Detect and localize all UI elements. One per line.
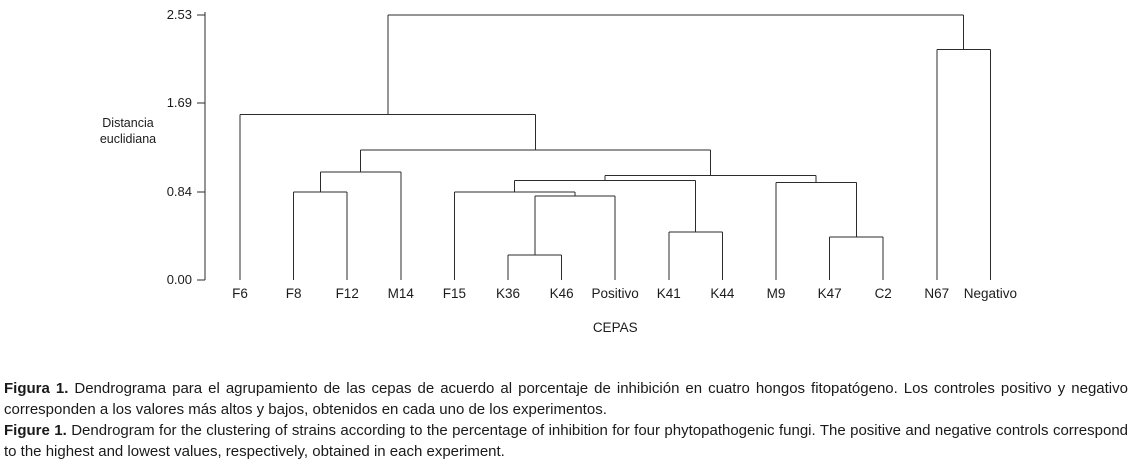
figure-caption: Figura 1. Dendrograma para el agrupamien… [0,378,1134,462]
leaf-label: Positivo [592,286,639,301]
y-tick-label: 0.00 [167,272,192,287]
caption-en-text: Dendrogram for the clustering of strains… [4,422,1128,460]
leaf-label: F6 [232,286,248,301]
leaf-label: K41 [657,286,681,301]
leaf-label: M9 [767,286,786,301]
caption-en-label: Figure 1. [4,422,67,439]
leaf-label: K44 [710,286,735,301]
y-tick-label: 0.84 [167,184,192,199]
caption-en: Figure 1. Dendrogram for the clustering … [4,420,1128,462]
leaf-label: F8 [286,286,302,301]
leaf-label: K36 [496,286,520,301]
caption-es: Figura 1. Dendrograma para el agrupamien… [4,378,1128,420]
dendrogram-chart: 2.53 1.69 0.84 0.00 Distancia euclidiana F6 F8 F… [100,7,1017,335]
caption-es-text: Dendrograma para el agrupamiento de las … [4,380,1128,418]
leaf-label: F15 [443,286,466,301]
leaf-label: N67 [924,286,949,301]
y-axis-label: Distancia [102,116,153,130]
caption-es-label: Figura 1. [4,380,69,397]
y-axis-label: euclidiana [100,132,156,146]
leaf-label: F12 [336,286,359,301]
y-tick-label: 2.53 [167,7,192,22]
leaf-label: C2 [875,286,892,301]
leaf-label: K47 [818,286,842,301]
leaf-label: K46 [550,286,574,301]
leaf-label: Negativo [964,286,1017,301]
y-tick-label: 1.69 [167,95,192,110]
x-axis-label: CEPAS [593,320,638,335]
leaf-label: M14 [388,286,415,301]
